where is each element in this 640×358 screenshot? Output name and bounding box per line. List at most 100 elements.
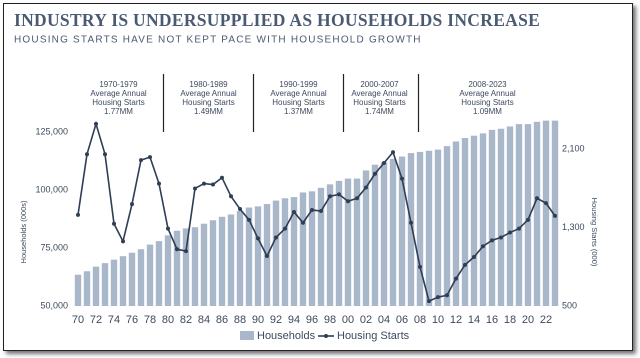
annotation: Housing Starts <box>461 98 513 107</box>
bar <box>110 259 118 306</box>
bar <box>380 162 388 306</box>
bar <box>425 150 433 306</box>
line-point <box>220 175 224 180</box>
annotation: Average Annual <box>180 89 237 98</box>
bar <box>164 235 172 306</box>
bar <box>452 141 460 306</box>
x-tick-label: 84 <box>198 314 210 326</box>
chart-title: INDUSTRY IS UNDERSUPPLIED AS HOUSEHOLDS … <box>14 10 540 30</box>
line-point <box>94 121 98 126</box>
x-tick-label: 74 <box>108 314 120 326</box>
x-tick-label: 04 <box>378 314 390 326</box>
annotation: 1.77MM <box>104 107 133 116</box>
x-tick-label: 20 <box>522 314 534 326</box>
line-point <box>400 176 404 181</box>
line-point <box>148 155 152 160</box>
bar <box>146 244 154 306</box>
line-point <box>256 236 260 241</box>
bar <box>200 223 208 306</box>
bar <box>254 206 262 306</box>
line-point <box>409 220 413 225</box>
bar <box>227 214 235 306</box>
line-point <box>364 185 368 190</box>
line-point <box>382 161 386 166</box>
line-point <box>85 152 89 157</box>
bar <box>155 241 163 306</box>
line-point <box>202 181 206 186</box>
bar <box>101 263 109 306</box>
annotation: Housing Starts <box>353 98 405 107</box>
y2-axis-label: Housing Starts (000) <box>590 198 599 267</box>
bar <box>74 274 82 306</box>
x-tick-label: 14 <box>468 314 480 326</box>
line-point <box>310 208 314 213</box>
y-tick-label: 125,000 <box>35 127 68 137</box>
line-point <box>193 186 197 191</box>
x-tick-label: 70 <box>72 314 84 326</box>
bar <box>542 120 550 306</box>
annotation: 1.37MM <box>284 107 313 116</box>
x-tick-label: 92 <box>270 314 282 326</box>
bar <box>470 135 478 306</box>
bar <box>245 207 253 306</box>
line-point <box>229 194 233 199</box>
bar <box>533 121 541 306</box>
line-point <box>184 249 188 254</box>
x-tick-label: 88 <box>234 314 246 326</box>
bar <box>281 198 289 306</box>
line-point <box>436 295 440 300</box>
line-point <box>463 262 467 267</box>
line-point <box>391 150 395 155</box>
bar <box>398 156 406 306</box>
frame: INDUSTRY IS UNDERSUPPLIED AS HOUSEHOLDS … <box>3 3 633 351</box>
bar <box>515 124 523 306</box>
line-point <box>337 192 341 197</box>
annotation: 1970-1979 <box>99 80 138 89</box>
y-axis-label: Households (000s) <box>19 200 28 263</box>
bar <box>173 230 181 306</box>
line-point <box>103 152 107 157</box>
annotation: 1.49MM <box>194 107 223 116</box>
line-point <box>544 201 548 206</box>
bar <box>407 153 415 306</box>
annotation: 1990-1999 <box>279 80 318 89</box>
bar <box>443 146 451 306</box>
x-tick-label: 76 <box>126 314 138 326</box>
line-point <box>472 255 476 260</box>
y-tick-label: 75,000 <box>40 242 68 252</box>
annotation: 2000-2007 <box>360 80 399 89</box>
bar <box>299 192 307 306</box>
bar <box>551 120 559 306</box>
line <box>77 121 556 303</box>
x-tick-label: 06 <box>396 314 408 326</box>
x-tick-label: 86 <box>216 314 228 326</box>
bar <box>524 124 532 306</box>
annotation: 1980-1989 <box>189 80 228 89</box>
legend-swatch <box>324 334 328 338</box>
x-tick-label: 80 <box>162 314 174 326</box>
x-tick-label: 72 <box>90 314 102 326</box>
bar <box>272 200 280 306</box>
bar <box>209 220 217 306</box>
bar <box>344 178 352 306</box>
line-point <box>553 213 557 218</box>
annotation: Housing Starts <box>92 98 144 107</box>
bar <box>290 197 298 306</box>
annotation: 2008-2023 <box>468 80 507 89</box>
bar <box>497 128 505 306</box>
bar <box>389 158 397 306</box>
bar <box>506 126 514 307</box>
annotation: Average Annual <box>351 89 408 98</box>
line-point <box>76 212 80 217</box>
bar <box>236 211 244 306</box>
line-point <box>238 207 242 212</box>
line-point <box>508 230 512 235</box>
annotation: Average Annual <box>270 89 327 98</box>
line-point <box>454 276 458 281</box>
line-point <box>283 226 287 231</box>
bar <box>308 191 316 306</box>
line-point <box>121 239 125 244</box>
line-point <box>481 244 485 249</box>
line-point <box>139 158 143 163</box>
x-tick-label: 82 <box>180 314 192 326</box>
